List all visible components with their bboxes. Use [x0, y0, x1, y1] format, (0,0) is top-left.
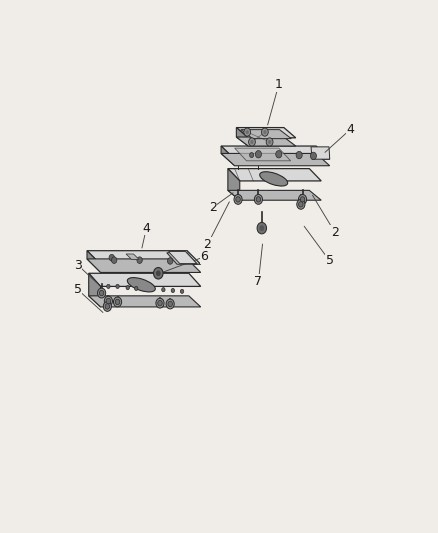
Circle shape	[297, 199, 305, 209]
Circle shape	[116, 284, 119, 288]
Circle shape	[266, 138, 273, 146]
Circle shape	[115, 299, 120, 305]
Text: 3: 3	[74, 259, 82, 271]
Polygon shape	[87, 251, 201, 264]
Circle shape	[154, 268, 163, 279]
Polygon shape	[167, 253, 197, 264]
Polygon shape	[221, 146, 235, 166]
Text: 7: 7	[254, 275, 262, 288]
Circle shape	[298, 195, 307, 204]
Circle shape	[171, 288, 175, 293]
Circle shape	[261, 128, 268, 136]
Circle shape	[300, 197, 305, 202]
Circle shape	[168, 301, 173, 306]
Polygon shape	[169, 252, 197, 263]
Polygon shape	[241, 130, 291, 139]
Polygon shape	[311, 147, 330, 159]
Circle shape	[259, 225, 264, 231]
Polygon shape	[228, 190, 321, 200]
Polygon shape	[221, 154, 330, 166]
Circle shape	[167, 257, 173, 264]
Circle shape	[256, 197, 261, 202]
Ellipse shape	[260, 172, 288, 186]
Polygon shape	[221, 146, 330, 159]
Polygon shape	[228, 168, 321, 181]
Ellipse shape	[127, 278, 155, 292]
Text: 2: 2	[204, 238, 212, 251]
Circle shape	[156, 270, 161, 276]
Circle shape	[268, 140, 271, 144]
Circle shape	[104, 296, 113, 306]
Text: 4: 4	[346, 123, 354, 136]
Text: 2: 2	[331, 226, 339, 239]
Circle shape	[137, 257, 142, 263]
Circle shape	[111, 257, 117, 263]
Text: 1: 1	[275, 78, 283, 91]
Polygon shape	[235, 148, 291, 161]
Circle shape	[156, 298, 164, 308]
Polygon shape	[228, 168, 240, 200]
Circle shape	[296, 151, 302, 159]
Polygon shape	[87, 251, 101, 272]
Text: 4: 4	[142, 222, 150, 235]
Circle shape	[109, 254, 114, 261]
Polygon shape	[237, 127, 296, 138]
Polygon shape	[237, 127, 248, 146]
Polygon shape	[87, 259, 201, 272]
Circle shape	[126, 286, 130, 290]
Circle shape	[99, 290, 104, 296]
Circle shape	[244, 128, 251, 136]
Polygon shape	[237, 137, 296, 146]
Circle shape	[311, 152, 317, 159]
Circle shape	[98, 288, 106, 298]
Polygon shape	[88, 296, 201, 307]
Text: 2: 2	[208, 201, 216, 214]
Circle shape	[257, 222, 267, 234]
Circle shape	[107, 284, 110, 288]
Circle shape	[113, 297, 122, 307]
Circle shape	[180, 289, 184, 293]
Polygon shape	[126, 254, 139, 260]
Text: 6: 6	[200, 251, 208, 263]
Circle shape	[254, 195, 262, 204]
Polygon shape	[88, 273, 101, 307]
Circle shape	[106, 298, 111, 304]
Circle shape	[134, 286, 138, 290]
Text: 5: 5	[74, 283, 82, 296]
Circle shape	[234, 195, 242, 204]
Circle shape	[250, 152, 254, 158]
Text: 5: 5	[326, 254, 334, 268]
Circle shape	[105, 304, 110, 309]
Circle shape	[276, 150, 282, 158]
Circle shape	[103, 302, 111, 311]
Circle shape	[249, 138, 255, 146]
Polygon shape	[88, 273, 201, 286]
Circle shape	[236, 197, 240, 202]
Circle shape	[299, 201, 303, 207]
Circle shape	[158, 301, 162, 306]
Circle shape	[263, 130, 267, 134]
Circle shape	[162, 288, 165, 292]
Circle shape	[250, 140, 254, 144]
Circle shape	[166, 299, 174, 309]
Circle shape	[255, 150, 261, 158]
Circle shape	[246, 130, 249, 134]
